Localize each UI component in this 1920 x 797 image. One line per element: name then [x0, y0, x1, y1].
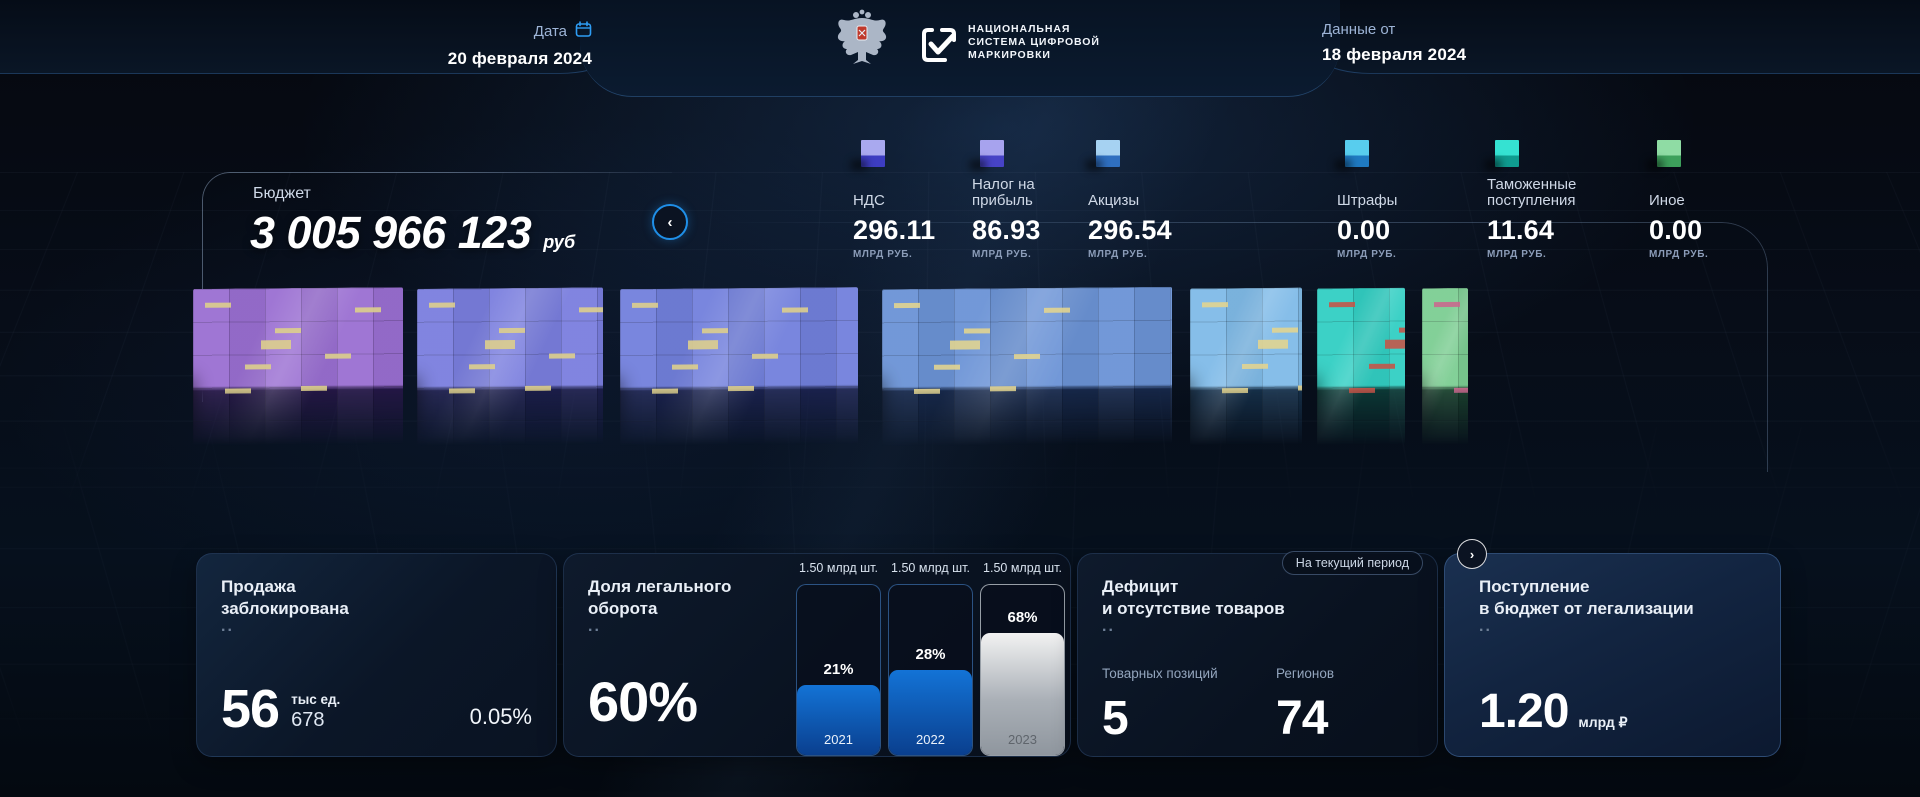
income-unit: млрд ₽: [1578, 714, 1628, 730]
current-date: 20 февраля 2024: [447, 49, 592, 68]
bar-2021: 1.50 млрд шт. 21% 2021: [796, 561, 881, 756]
header-center-panel: [580, 0, 1340, 97]
card-title: Поступление в бюджет от легализации: [1479, 577, 1694, 618]
bar-cap-label: 1.50 млрд шт.: [983, 561, 1062, 575]
blocked-count: 56: [221, 679, 280, 739]
logo-title: НАЦИОНАЛЬНАЯ СИСТЕМА ЦИФРОВОЙ МАРКИРОВКИ: [968, 23, 1100, 61]
category-profit-tax: Налог на прибыль 86.93 МЛРД РУБ.: [972, 140, 1102, 260]
date-picker[interactable]: Дата 20 февраля 2024: [300, 21, 592, 69]
carousel-prev-button[interactable]: ‹: [652, 204, 688, 240]
card-title: Доля легального оборота: [588, 577, 732, 618]
nds-cube-icon: [861, 140, 885, 167]
header-right-wing: [1290, 0, 1920, 74]
date-label: Дата: [533, 23, 567, 40]
card-deficit: На текущий период Дефицит и отсутствие т…: [1077, 551, 1438, 757]
marking-system-logo-icon: [920, 26, 958, 69]
title-dots: ..: [221, 618, 234, 635]
card-title: Дефицит и отсутствие товаров: [1102, 577, 1285, 618]
block-periwinkle: [592, 286, 858, 447]
title-dots: ..: [1479, 618, 1492, 635]
blocked-count-sub: 678: [291, 709, 325, 731]
period-badge: На текущий период: [1281, 551, 1423, 575]
customs-cube-icon: [1495, 140, 1519, 167]
data-from-block: Данные от 18 февраля 2024: [1322, 21, 1614, 65]
positions-value: 5: [1102, 692, 1129, 745]
excise-cube-icon: [1096, 140, 1120, 167]
bar-cap-label: 1.50 млрд шт.: [891, 561, 970, 575]
category-excise: Акцизы 296.54 МЛРД РУБ.: [1088, 140, 1218, 260]
bar-fill: [889, 670, 972, 755]
bar-percent-label: 28%: [915, 646, 946, 663]
calendar-icon[interactable]: [575, 21, 592, 42]
bar-year-label: 2023: [1008, 732, 1037, 747]
fines-value: 0.00: [1337, 215, 1391, 245]
customs-value: 11.64: [1487, 215, 1555, 245]
bar-percent-label: 21%: [823, 661, 854, 678]
regions-value: 74: [1276, 692, 1328, 745]
bar-fill: [797, 685, 880, 755]
coat-of-arms-icon: [836, 8, 888, 75]
blocked-percent: 0.05%: [469, 704, 532, 729]
metric-regions: Регионов 74: [1276, 666, 1335, 745]
budget-value: 3 005 966 123: [250, 207, 532, 258]
bar-frame: [796, 584, 881, 756]
bar-2023: 1.50 млрд шт. 68% 2023: [980, 561, 1065, 756]
blocked-unit: тыс ед.: [291, 692, 341, 707]
metric-positions: Товарных позиций 5: [1102, 666, 1218, 745]
category-fines: Штрафы 0.00 МЛРД РУБ.: [1337, 140, 1467, 260]
header-left-wing: [0, 0, 640, 74]
other-cube-icon: [1657, 140, 1681, 167]
excise-value: 296.54: [1088, 215, 1172, 245]
legal-share-value: 60%: [588, 670, 698, 733]
block-steelblue: [854, 286, 1172, 447]
block-purple: [165, 287, 403, 447]
bar-year-label: 2022: [916, 732, 945, 747]
block-indigo: [389, 287, 603, 447]
category-nds: НДС 296.11 МЛРД РУБ.: [853, 140, 983, 260]
profit-tax-cube-icon: [980, 140, 1004, 167]
profit-tax-value: 86.93: [972, 215, 1041, 245]
block-lightblue: [1162, 287, 1302, 446]
card-title: Продажа заблокирована: [221, 577, 349, 618]
bar-frame: [980, 584, 1065, 756]
title-dots: ..: [588, 618, 601, 635]
carousel-next-button[interactable]: ›: [1457, 539, 1487, 569]
income-value: 1.20: [1479, 685, 1569, 738]
block-green: [1394, 287, 1468, 446]
bar-fill: [981, 633, 1064, 755]
nds-value: 296.11: [853, 215, 936, 245]
card-legalization-income: › Поступление в бюджет от легализации ..…: [1444, 539, 1781, 757]
data-from-label: Данные от: [1322, 21, 1396, 38]
data-from-date: 18 февраля 2024: [1322, 45, 1467, 64]
title-dots: ..: [1102, 618, 1115, 635]
fines-cube-icon: [1345, 140, 1369, 167]
category-customs: Таможенные поступления 11.64 МЛРД РУБ.: [1487, 140, 1617, 260]
card-legal-share: Доля легального оборота .. 60% 1.50 млрд…: [563, 553, 1071, 757]
budget-label: Бюджет: [253, 185, 311, 202]
budget-currency: руб: [543, 232, 576, 252]
bar-frame: [888, 584, 973, 756]
category-other: Иное 0.00 МЛРД РУБ.: [1649, 140, 1779, 260]
bar-cap-label: 1.50 млрд шт.: [799, 561, 878, 575]
bar-year-label: 2021: [824, 732, 853, 747]
other-value: 0.00: [1649, 215, 1703, 245]
bar-2022: 1.50 млрд шт. 28% 2022: [888, 561, 973, 756]
card-blocked-sales: Продажа заблокирована .. 56 тыс ед. 678 …: [196, 553, 557, 757]
bar-percent-label: 68%: [1007, 609, 1038, 626]
block-teal: [1289, 287, 1405, 446]
